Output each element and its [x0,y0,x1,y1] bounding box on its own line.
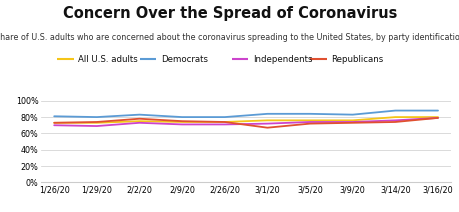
Line: All U.S. adults: All U.S. adults [54,117,437,123]
Republicans [349,121,355,124]
Independents [136,121,142,124]
Democrats [434,109,440,112]
Text: All U.S. adults: All U.S. adults [78,55,138,64]
Republicans [136,117,142,120]
Republicans [264,126,269,129]
Line: Democrats: Democrats [54,111,437,117]
Text: Republicans: Republicans [330,55,383,64]
Independents [434,117,440,119]
All U.S. adults [264,119,269,122]
Independents [392,119,397,122]
Independents [51,124,57,127]
Republicans [51,121,57,124]
Independents [94,125,100,127]
Democrats [392,109,397,112]
Republicans [307,122,312,125]
All U.S. adults [136,120,142,123]
Democrats [179,116,185,118]
Republicans [179,120,185,123]
All U.S. adults [222,121,227,123]
All U.S. adults [434,116,440,118]
All U.S. adults [94,121,100,124]
Democrats [222,116,227,118]
Democrats [349,113,355,116]
Democrats [51,115,57,117]
Independents [349,121,355,123]
Independents [222,123,227,126]
All U.S. adults [349,119,355,122]
Text: Concern Over the Spread of Coronavirus: Concern Over the Spread of Coronavirus [63,6,396,21]
All U.S. adults [179,121,185,123]
Independents [307,121,312,123]
All U.S. adults [51,121,57,124]
Republicans [222,121,227,123]
Independents [264,122,269,125]
Republicans [434,117,440,119]
Line: Independents: Independents [54,118,437,126]
Republicans [94,121,100,123]
Democrats [307,113,312,115]
Text: Independents: Independents [252,55,312,64]
Text: Share of U.S. adults who are concerned about the coronavirus spreading to the Un: Share of U.S. adults who are concerned a… [0,33,459,42]
Line: Republicans: Republicans [54,118,437,128]
Independents [179,123,185,126]
All U.S. adults [307,119,312,122]
Republicans [392,121,397,123]
Democrats [136,113,142,116]
Democrats [264,113,269,115]
Democrats [94,116,100,118]
All U.S. adults [392,116,397,118]
Text: Democrats: Democrats [161,55,207,64]
